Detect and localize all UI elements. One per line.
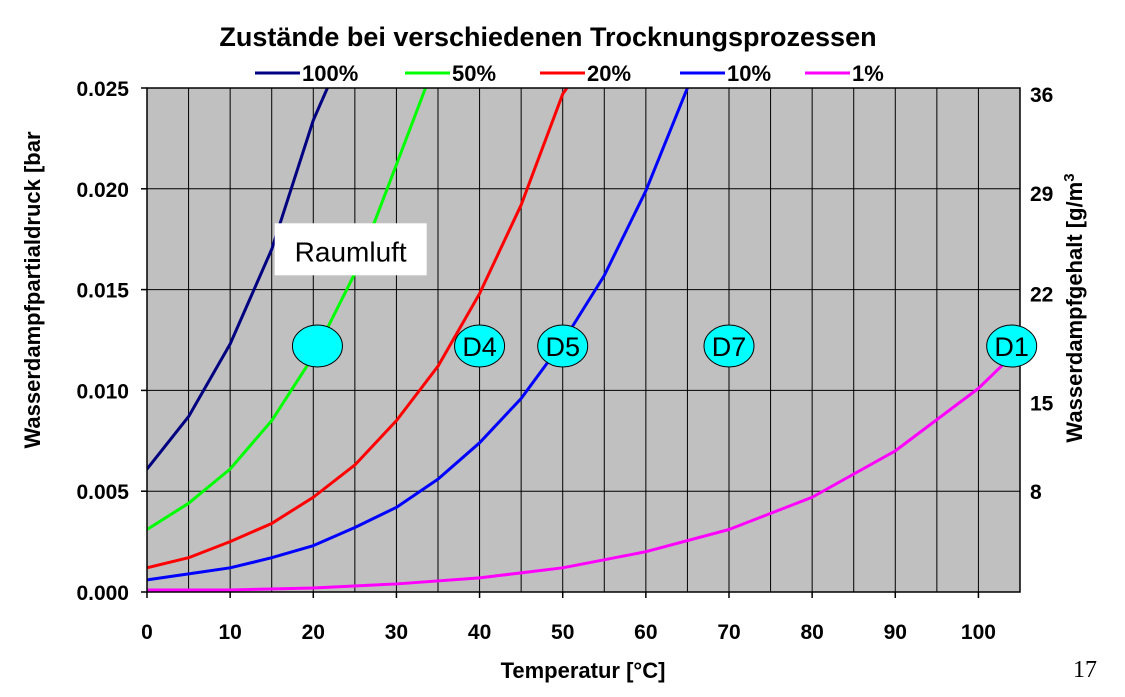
annotations: Raumluft xyxy=(274,223,427,276)
y-axis-label: Wasserdampfpartialdruck [bar xyxy=(20,131,45,448)
y-tick-label: 0.015 xyxy=(76,280,129,303)
x-tick-label: 40 xyxy=(468,621,491,644)
marker-d7: D7 xyxy=(703,324,755,368)
y2-tick-label: 8 xyxy=(1030,481,1042,504)
x-tick-label: 100 xyxy=(961,621,996,644)
series-line-1pct xyxy=(147,346,1020,592)
tick-labels: 0 10 20 30 40 50 60 70 80 90 100 0.000 0.005 0.010 0.0… xyxy=(76,78,1053,644)
x-tick-label: 70 xyxy=(717,621,740,644)
page-number: 17 xyxy=(1073,657,1097,683)
x-tick-label: 90 xyxy=(884,621,907,644)
x-tick-label: 30 xyxy=(385,621,408,644)
y2-tick-label: 22 xyxy=(1030,284,1053,307)
y2-tick-label: 36 xyxy=(1030,84,1053,107)
marker-ellipse xyxy=(291,324,343,368)
marker-label: D5 xyxy=(545,332,580,362)
y-tick-label: 0.025 xyxy=(76,78,129,101)
y-tick-label: 0.005 xyxy=(76,481,129,504)
legend-label: 1% xyxy=(852,61,884,86)
marker-raumluft xyxy=(291,324,343,368)
legend-label: 20% xyxy=(587,61,631,86)
series-line-20pct xyxy=(147,88,569,570)
marker-ellipse xyxy=(454,324,506,368)
marker-d1: D1 xyxy=(986,324,1038,368)
legend-label: 100% xyxy=(302,61,358,86)
legend: 100% 50% 20% 10% 1% xyxy=(255,61,884,86)
x-axis-label: Temperatur [°C] xyxy=(501,658,666,683)
x-tick-label: 10 xyxy=(218,621,241,644)
annotation-background xyxy=(274,223,427,276)
legend-label: 50% xyxy=(452,61,496,86)
x-tick-label: 20 xyxy=(302,621,325,644)
marker-ellipse xyxy=(537,324,589,368)
series-line-50pct xyxy=(147,88,428,532)
marker-ellipse xyxy=(986,324,1038,368)
markers: D4 D5 D7 D1 xyxy=(291,324,1038,368)
marker-label: D7 xyxy=(712,332,747,362)
marker-ellipse xyxy=(703,324,755,368)
y2-tick-label: 29 xyxy=(1030,183,1053,206)
y-tick-label: 0.000 xyxy=(76,582,129,605)
y2-tick-label: 15 xyxy=(1030,392,1054,415)
marker-d5: D5 xyxy=(537,324,589,368)
x-tick-label: 50 xyxy=(551,621,574,644)
y2-axis-label-superscript: 3 xyxy=(1061,173,1078,181)
annotation-box: Raumluft xyxy=(274,223,427,276)
x-tick-label: 0 xyxy=(141,621,153,644)
series-line-100pct xyxy=(147,88,329,471)
y-tick-label: 0.010 xyxy=(76,380,129,403)
y-tick-label: 0.020 xyxy=(76,179,129,202)
marker-label: D1 xyxy=(994,332,1029,362)
chart-title: Zustände bei verschiedenen Trocknungspro… xyxy=(219,22,876,52)
marker-d4: D4 xyxy=(454,324,506,368)
legend-label: 10% xyxy=(727,61,771,86)
x-tick-label: 80 xyxy=(800,621,823,644)
x-tick-label: 60 xyxy=(634,621,657,644)
y2-axis-label: Wasserdampfgehalt [g/m3 xyxy=(1061,173,1088,442)
series-line-10pct xyxy=(147,88,690,582)
series-layer xyxy=(147,88,1020,592)
marker-label: D4 xyxy=(462,332,497,362)
y2-axis-label-text: Wasserdampfgehalt [g/m xyxy=(1062,182,1087,443)
annotation-text: Raumluft xyxy=(295,236,407,267)
